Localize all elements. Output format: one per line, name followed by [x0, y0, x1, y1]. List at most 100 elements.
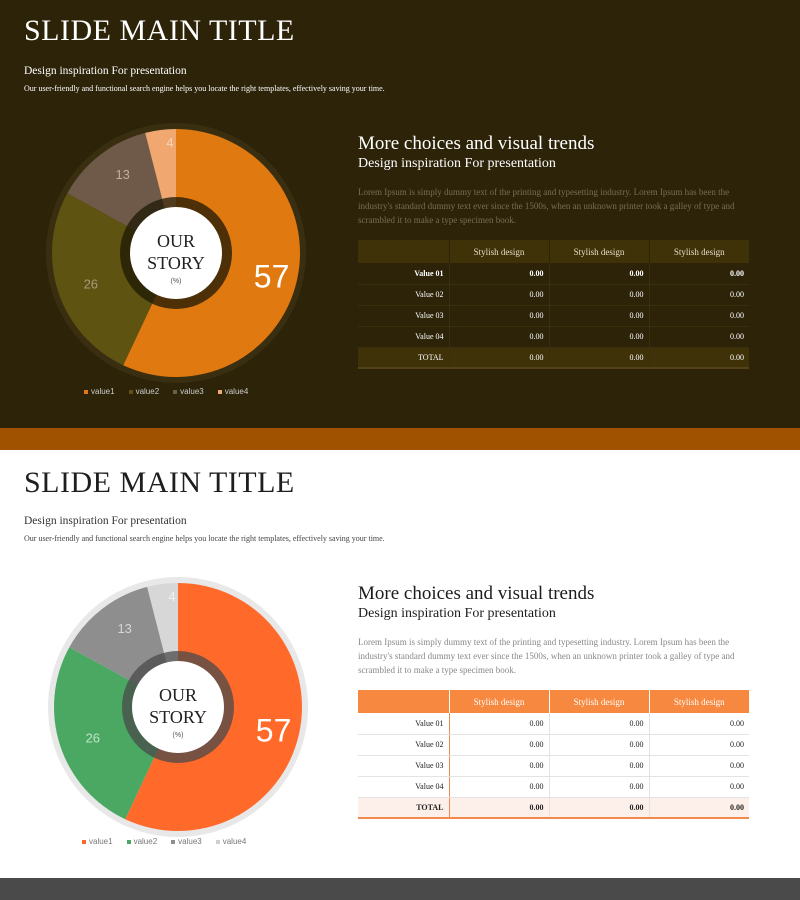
- donut-center-disc: [132, 661, 224, 753]
- table-row-label: Value 03: [358, 305, 449, 327]
- section-heading: More choices and visual trends: [358, 583, 595, 604]
- table-cell: 0.00: [648, 284, 749, 306]
- table-cell: 0.00: [648, 797, 749, 819]
- table-header-cell: [358, 240, 449, 263]
- table-header-row: Stylish design Stylish design Stylish de…: [358, 690, 749, 713]
- slide-light: SLIDE MAIN TITLE Design inspiration For …: [0, 450, 800, 900]
- table-row: Value 03 0.00 0.00 0.00: [358, 305, 749, 327]
- table-cell: 0.00: [548, 797, 649, 819]
- section-body-text: Lorem Ipsum is simply dummy text of the …: [358, 187, 735, 225]
- legend-item-value1: value1: [82, 837, 113, 846]
- table-header-cell: Stylish design: [548, 240, 649, 263]
- center-title-line2: STORY: [147, 253, 205, 273]
- table-cell: 0.00: [448, 263, 549, 285]
- table-row: Value 01 0.00 0.00 0.00: [358, 713, 749, 735]
- table-cell: 0.00: [648, 734, 749, 756]
- table-row-label: TOTAL: [358, 797, 450, 819]
- table-cell: 0.00: [548, 734, 649, 756]
- slide-footer-bar: [0, 428, 800, 450]
- pie-value-label: 13: [117, 621, 131, 636]
- table-header-cell: Stylish design: [648, 690, 749, 713]
- table-row-label: Value 01: [358, 713, 450, 735]
- table-cell: 0.00: [648, 305, 749, 327]
- center-title-line1: OUR: [159, 685, 197, 705]
- slide-subtitle: Design inspiration For presentation: [24, 65, 187, 77]
- legend-item-value4: value4: [215, 837, 247, 846]
- legend-item-value3: value3: [173, 387, 204, 396]
- table-header-cell: Stylish design: [548, 690, 649, 713]
- legend-swatch-value2: [128, 389, 133, 394]
- slide-main-title: SLIDE MAIN TITLE: [24, 466, 295, 499]
- table-row: Value 03 0.00 0.00 0.00: [358, 755, 749, 777]
- slide-description: Our user-friendly and functional search …: [24, 534, 385, 543]
- legend-label: value2: [135, 387, 160, 396]
- table-total-row: TOTAL 0.00 0.00 0.00: [358, 347, 749, 369]
- legend-swatch-value1: [84, 389, 88, 394]
- table-row: Value 02 0.00 0.00 0.00: [358, 284, 749, 306]
- donut-center-disc: [130, 207, 222, 299]
- legend-swatch-value4: [215, 839, 220, 844]
- center-unit-label: (%): [173, 732, 184, 739]
- table-cell: 0.00: [448, 713, 549, 735]
- table-row: Value 01 0.00 0.00 0.00: [358, 263, 749, 285]
- table-cell: 0.00: [548, 326, 649, 348]
- section-body-text: Lorem Ipsum is simply dummy text of the …: [358, 637, 735, 675]
- legend-label: value1: [89, 837, 113, 846]
- center-unit-label: (%): [171, 278, 182, 285]
- pie-value-label: 26: [86, 730, 100, 745]
- legend-label: value2: [133, 837, 158, 846]
- section-heading: More choices and visual trends: [358, 133, 595, 154]
- table-header-row: Stylish design Stylish design Stylish de…: [358, 240, 749, 263]
- center-title-line2: STORY: [149, 707, 207, 727]
- table-row-label: Value 02: [358, 734, 450, 756]
- table-cell: 0.00: [648, 347, 749, 369]
- section-subheading: Design inspiration For presentation: [358, 606, 556, 621]
- table-cell: 0.00: [448, 755, 549, 777]
- table-cell: 0.00: [448, 326, 549, 348]
- pie-value-label: 4: [168, 589, 175, 604]
- table-row: Value 02 0.00 0.00 0.00: [358, 734, 749, 756]
- table-cell: 0.00: [548, 284, 649, 306]
- table-cell: 0.00: [448, 347, 549, 369]
- legend-item-value2: value2: [126, 837, 158, 846]
- table-header-cell: Stylish design: [448, 690, 549, 713]
- table-row-label: Value 04: [358, 776, 450, 798]
- pie-value-label: 26: [84, 276, 98, 291]
- legend-swatch-value4: [217, 389, 222, 394]
- table-cell: 0.00: [648, 755, 749, 777]
- legend-swatch-value3: [171, 839, 176, 844]
- table-row: Value 04 0.00 0.00 0.00: [358, 326, 749, 348]
- chart-legend: value1 value2 value3 value4: [84, 387, 248, 396]
- slide-subtitle: Design inspiration For presentation: [24, 515, 187, 527]
- table-cell: 0.00: [648, 326, 749, 348]
- table-row-label: Value 01: [358, 263, 449, 285]
- legend-swatch-value3: [173, 389, 178, 394]
- legend-label: value4: [222, 837, 247, 846]
- legend-swatch-value2: [126, 839, 131, 844]
- table-row-label: Value 04: [358, 326, 449, 348]
- legend-item-value2: value2: [128, 387, 160, 396]
- table-cell: 0.00: [548, 776, 649, 798]
- table-header-cell: [358, 690, 449, 713]
- legend-label: value4: [224, 387, 249, 396]
- pie-value-label: 13: [115, 167, 129, 182]
- data-table: Stylish design Stylish design Stylish de…: [358, 240, 749, 369]
- table-cell: 0.00: [648, 776, 749, 798]
- table-cell: 0.00: [448, 734, 549, 756]
- table-cell: 0.00: [648, 713, 749, 735]
- table-cell: 0.00: [548, 755, 649, 777]
- table-cell: 0.00: [548, 263, 649, 285]
- legend-item-value3: value3: [171, 837, 202, 846]
- table-cell: 0.00: [448, 797, 549, 819]
- table-cell: 0.00: [548, 305, 649, 327]
- table-row: Value 04 0.00 0.00 0.00: [358, 776, 749, 798]
- table-row-label: TOTAL: [358, 347, 449, 369]
- pie-value-label: 4: [166, 135, 173, 150]
- chart-legend: value1 value2 value3 value4: [82, 837, 246, 846]
- legend-label: value3: [180, 387, 204, 396]
- legend-item-value4: value4: [217, 387, 249, 396]
- table-cell: 0.00: [548, 713, 649, 735]
- table-header-cell: Stylish design: [648, 240, 749, 263]
